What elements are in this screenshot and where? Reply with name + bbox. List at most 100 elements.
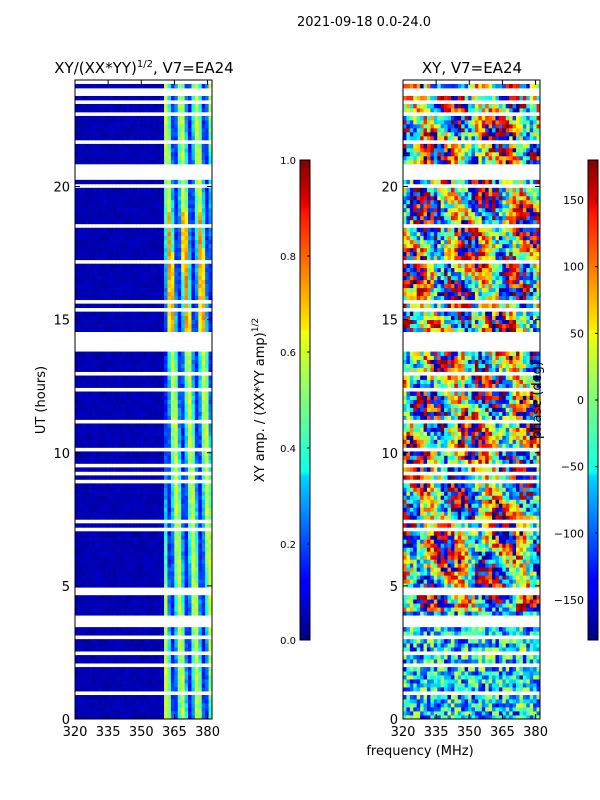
heatmap-cell [102, 255, 107, 261]
heatmap-cell [191, 195, 196, 201]
heatmap-cell [164, 211, 168, 217]
heatmap-cell [191, 639, 196, 644]
heatmap-cell [191, 295, 196, 301]
heatmap-cell [194, 451, 199, 456]
heatmap-cell [191, 503, 196, 508]
heatmap-cell [92, 427, 96, 432]
heatmap-cell [81, 627, 86, 632]
heatmap-cell [109, 359, 114, 364]
heatmap-cell [112, 295, 117, 301]
heatmap-cell [174, 287, 179, 293]
heatmap-cell [201, 123, 206, 129]
heatmap-cell [119, 563, 124, 568]
heatmap-cell [136, 483, 141, 488]
heatmap-cell [181, 215, 185, 221]
amp-colorbar-gradient [299, 159, 311, 641]
heatmap-cell [140, 271, 144, 277]
heatmap-cell [102, 559, 107, 564]
heatmap-cell [164, 427, 168, 432]
heatmap-cell [133, 547, 138, 552]
heatmap-cell [150, 667, 155, 672]
heatmap-cell [174, 563, 179, 568]
heatmap-cell [150, 655, 155, 660]
heatmap-cell [136, 235, 141, 241]
heatmap-cell [122, 571, 127, 576]
heatmap-cell [191, 551, 196, 556]
heatmap-cell [88, 695, 93, 700]
heatmap-cell [146, 391, 151, 396]
heatmap-cell [78, 451, 83, 456]
heatmap-cell [133, 511, 138, 516]
heatmap-cell [95, 535, 100, 540]
heatmap-cell [174, 483, 179, 488]
heatmap-cell [150, 695, 155, 700]
heatmap-cell [92, 443, 96, 448]
heatmap-cell [112, 271, 117, 277]
heatmap-cell [81, 595, 86, 600]
heatmap-cell [98, 703, 103, 708]
heatmap-cell [81, 523, 86, 528]
heatmap-cell [160, 571, 165, 576]
heatmap-cell [188, 539, 192, 544]
heatmap-cell [105, 683, 110, 688]
heatmap-cell [129, 631, 134, 636]
heatmap-cell [133, 243, 138, 249]
heatmap-cell [153, 675, 158, 680]
heatmap-cell [153, 595, 158, 600]
heatmap-cell [105, 103, 110, 109]
heatmap-cell [184, 503, 189, 508]
heatmap-cell [153, 423, 158, 428]
heatmap-cell [194, 127, 199, 133]
heatmap-cell [150, 235, 155, 241]
heatmap-cell [85, 159, 90, 165]
heatmap-cell [78, 375, 83, 380]
heatmap-cell [136, 579, 141, 584]
heatmap-cell [205, 607, 209, 612]
heatmap-cell [75, 295, 79, 301]
heatmap-cell [170, 415, 175, 420]
heatmap-cell [116, 399, 120, 404]
heatmap-cell [133, 131, 138, 137]
heatmap-cell [153, 131, 158, 137]
heatmap-cell [184, 215, 189, 221]
heatmap-cell [133, 483, 138, 488]
heatmap-cell [140, 671, 144, 676]
heatmap-cell [75, 315, 79, 321]
heatmap-cell [205, 551, 209, 556]
heatmap-cell [81, 143, 86, 149]
heatmap-cell [75, 711, 79, 716]
heatmap-cell [160, 315, 165, 321]
heatmap-cell [153, 667, 158, 672]
heatmap-cell [136, 379, 141, 384]
heatmap-cell [78, 499, 83, 504]
heatmap-cell [98, 655, 103, 660]
heatmap-cell [105, 363, 110, 368]
heatmap-cell [88, 283, 93, 289]
heatmap-cell [116, 451, 120, 456]
heatmap-cell [136, 575, 141, 580]
heatmap-cell [143, 487, 148, 492]
heatmap-cell [88, 451, 93, 456]
heatmap-cell [174, 283, 179, 289]
heatmap-cell [136, 407, 141, 412]
heatmap-cell [98, 539, 103, 544]
heatmap-cell [85, 567, 90, 572]
heatmap-cell [181, 187, 185, 193]
heatmap-cell [170, 379, 175, 384]
heatmap-cell [194, 147, 199, 153]
heatmap-cell [98, 191, 103, 197]
heatmap-cell [184, 247, 189, 253]
heatmap-cell [109, 563, 114, 568]
heatmap-cell [170, 263, 175, 269]
heatmap-cell [129, 395, 134, 400]
heatmap-cell [170, 679, 175, 684]
heatmap-cell [201, 571, 206, 576]
heatmap-cell [174, 203, 179, 209]
heatmap-cell [181, 95, 185, 101]
heatmap-cell [81, 535, 86, 540]
heatmap-cell [177, 247, 182, 253]
heatmap-cell [167, 499, 172, 504]
heatmap-cell [109, 243, 114, 249]
heatmap-cell [146, 295, 151, 301]
heatmap-cell [136, 147, 141, 153]
